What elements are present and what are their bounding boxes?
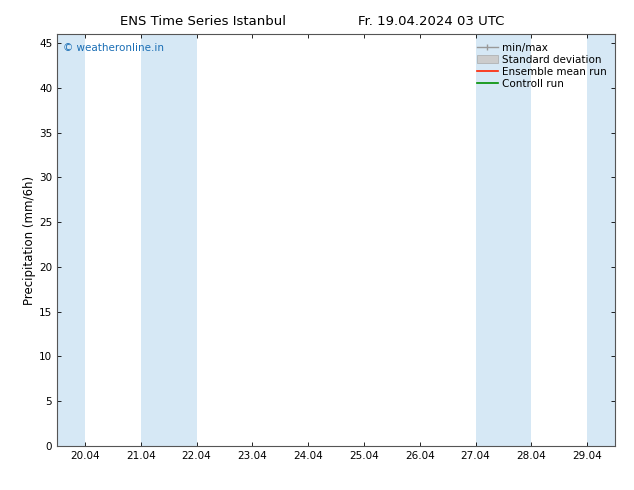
Legend: min/max, Standard deviation, Ensemble mean run, Controll run: min/max, Standard deviation, Ensemble me… bbox=[474, 40, 610, 92]
Bar bbox=[57, 34, 85, 446]
Bar bbox=[476, 34, 531, 446]
Text: ENS Time Series Istanbul: ENS Time Series Istanbul bbox=[120, 15, 286, 28]
Bar bbox=[587, 34, 615, 446]
Text: Fr. 19.04.2024 03 UTC: Fr. 19.04.2024 03 UTC bbox=[358, 15, 504, 28]
Y-axis label: Precipitation (mm/6h): Precipitation (mm/6h) bbox=[23, 175, 36, 305]
Bar bbox=[141, 34, 197, 446]
Text: © weatheronline.in: © weatheronline.in bbox=[63, 43, 164, 52]
